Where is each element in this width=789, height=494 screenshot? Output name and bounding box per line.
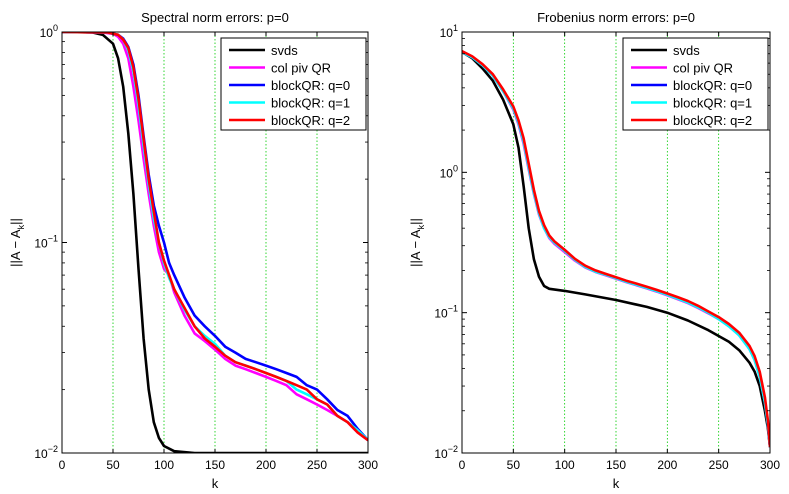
legend-entry: blockQR: q=2 [673, 113, 752, 128]
y-tick-label: 100 [40, 23, 58, 40]
y-tick-base: 10 [34, 237, 48, 251]
x-tick-label: 200 [657, 458, 677, 472]
series-group [462, 50, 770, 448]
y-tick-label: 10−1 [434, 304, 458, 321]
x-tick-label: 300 [760, 458, 780, 472]
chart-title: Frobenius norm errors: p=0 [537, 10, 695, 25]
chart-title: Spectral norm errors: p=0 [141, 10, 289, 25]
y-axis-label: ||A − Ak|| [408, 218, 426, 267]
series-line-blockqr-q-2 [462, 50, 770, 448]
x-tick-label: 50 [106, 458, 120, 472]
y-tick-exp: −1 [448, 304, 458, 314]
legend-entry: blockQR: q=2 [271, 113, 350, 128]
legend-entry: col piv QR [271, 61, 331, 76]
y-tick-base: 10 [440, 26, 454, 40]
y-tick-exp: −1 [48, 234, 58, 244]
y-tick-exp: −2 [448, 444, 458, 454]
x-tick-label: 300 [358, 458, 378, 472]
legend-entry: blockQR: q=1 [271, 96, 350, 111]
series-group [62, 32, 368, 453]
x-tick-label: 200 [256, 458, 276, 472]
x-tick-label: 250 [709, 458, 729, 472]
y-axis-label-end: || [408, 218, 423, 225]
y-tick-exp: 1 [453, 23, 458, 33]
y-axis-label-sub: k [16, 224, 26, 229]
y-axis-label-main: ||A − A [408, 229, 423, 267]
y-tick-label: 10−2 [434, 444, 458, 461]
series-line-svds [62, 32, 368, 453]
legend-entry: svds [673, 43, 700, 58]
y-axis-label-main: ||A − A [8, 229, 23, 267]
y-tick-label: 10−1 [34, 234, 58, 251]
y-axis-label-sub: k [416, 224, 426, 229]
legend-entry: blockQR: q=0 [271, 78, 350, 93]
x-tick-label: 0 [59, 458, 66, 472]
y-tick-base: 10 [434, 307, 448, 321]
x-tick-label: 100 [154, 458, 174, 472]
x-tick-label: 0 [459, 458, 466, 472]
legend-entry: col piv QR [673, 61, 733, 76]
y-axis-label-end: || [8, 218, 23, 225]
y-tick-label: 101 [440, 23, 458, 40]
chart-2: Frobenius norm errors: p=00 50 100 150 200 25… [408, 10, 780, 491]
chart-1: Spectral norm errors: p=00 50 100 150 200 250… [8, 10, 378, 491]
y-tick-base: 10 [434, 447, 448, 461]
x-axis-label: k [613, 476, 620, 491]
y-tick-base: 10 [440, 166, 454, 180]
legend-entry: blockQR: q=1 [673, 96, 752, 111]
series-line-svds [462, 50, 770, 448]
x-tick-label: 150 [606, 458, 626, 472]
x-axis-label: k [212, 476, 219, 491]
y-tick-exp: 0 [53, 23, 58, 33]
y-axis-label: ||A − Ak|| [8, 218, 26, 267]
x-tick-label: 50 [507, 458, 521, 472]
x-tick-label: 250 [307, 458, 327, 472]
series-line-blockqr-q-2 [62, 32, 368, 442]
y-tick-exp: 0 [453, 163, 458, 173]
y-tick-base: 10 [34, 447, 48, 461]
y-tick-label: 10−2 [34, 444, 58, 461]
y-tick-exp: −2 [48, 444, 58, 454]
legend-entry: blockQR: q=0 [673, 78, 752, 93]
series-line-col-piv-qr [62, 32, 368, 442]
y-tick-label: 100 [440, 163, 458, 180]
x-tick-label: 150 [205, 458, 225, 472]
y-tick-base: 10 [40, 26, 54, 40]
x-tick-label: 100 [555, 458, 575, 472]
legend-entry: svds [271, 43, 298, 58]
